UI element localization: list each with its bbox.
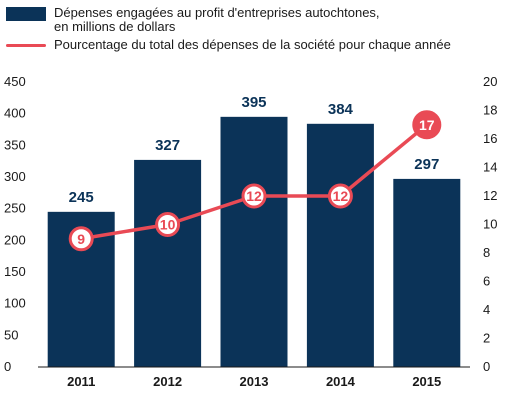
y-right-tick-label: 0 [483, 359, 490, 374]
bar [220, 116, 288, 367]
y-right-tick-label: 6 [483, 274, 490, 289]
legend-label-bars: Dépenses engagées au profit d'entreprise… [54, 5, 380, 34]
line-point [155, 212, 181, 237]
y-right-tick-label: 16 [483, 131, 497, 146]
y-right-tick-label: 14 [483, 160, 497, 175]
legend-item-bars: Dépenses engagées au profit d'entreprise… [6, 6, 502, 34]
bar [306, 123, 374, 367]
legend-swatch-line [6, 44, 46, 47]
y-right-tick-label: 12 [483, 188, 497, 203]
x-tick-label: 2013 [240, 374, 269, 389]
y-left-tick-label: 0 [4, 359, 11, 374]
y-left-tick-label: 200 [4, 232, 26, 247]
bar [134, 159, 202, 367]
y-left-tick-label: 400 [4, 106, 26, 121]
x-tick-label: 2015 [412, 374, 441, 389]
line-point-label: 9 [77, 231, 85, 247]
y-right-tick-label: 18 [483, 103, 497, 118]
bar-value-label: 384 [328, 101, 354, 118]
x-tick-label: 2012 [153, 374, 182, 389]
y-right-tick-label: 4 [483, 302, 490, 317]
line-point [412, 110, 442, 140]
bar-value-label: 245 [69, 189, 94, 206]
y-right-tick-label: 20 [483, 74, 497, 89]
y-left-tick-label: 50 [4, 327, 18, 342]
x-tick-label: 2011 [67, 374, 95, 389]
line-point [68, 226, 94, 252]
bar [393, 178, 461, 367]
y-right-tick-label: 10 [483, 217, 497, 232]
bar-value-label: 395 [241, 94, 266, 111]
x-tick-label: 2014 [326, 374, 356, 389]
y-right-tick-label: 2 [483, 331, 490, 346]
bar-value-label: 297 [414, 156, 439, 173]
legend-swatch-bars [6, 7, 46, 21]
line-point-label: 12 [246, 188, 262, 204]
line-point [241, 183, 267, 209]
y-left-tick-label: 250 [4, 201, 26, 216]
y-left-tick-label: 450 [4, 74, 26, 89]
line-point-label: 10 [160, 217, 176, 233]
line-point-label: 12 [333, 188, 349, 204]
y-left-tick-label: 150 [4, 264, 26, 279]
line-point-label: 17 [419, 117, 435, 133]
line-point [327, 183, 353, 209]
legend-item-line: Pourcentage du total des dépenses de la … [6, 38, 502, 52]
legend: Dépenses engagées au profit d'entreprise… [6, 6, 502, 52]
legend-label-line: Pourcentage du total des dépenses de la … [54, 37, 451, 52]
y-left-tick-label: 350 [4, 137, 26, 152]
y-left-tick-label: 100 [4, 296, 26, 311]
y-left-tick-label: 300 [4, 169, 26, 184]
bar-value-label: 327 [155, 137, 180, 154]
y-right-tick-label: 8 [483, 245, 490, 260]
